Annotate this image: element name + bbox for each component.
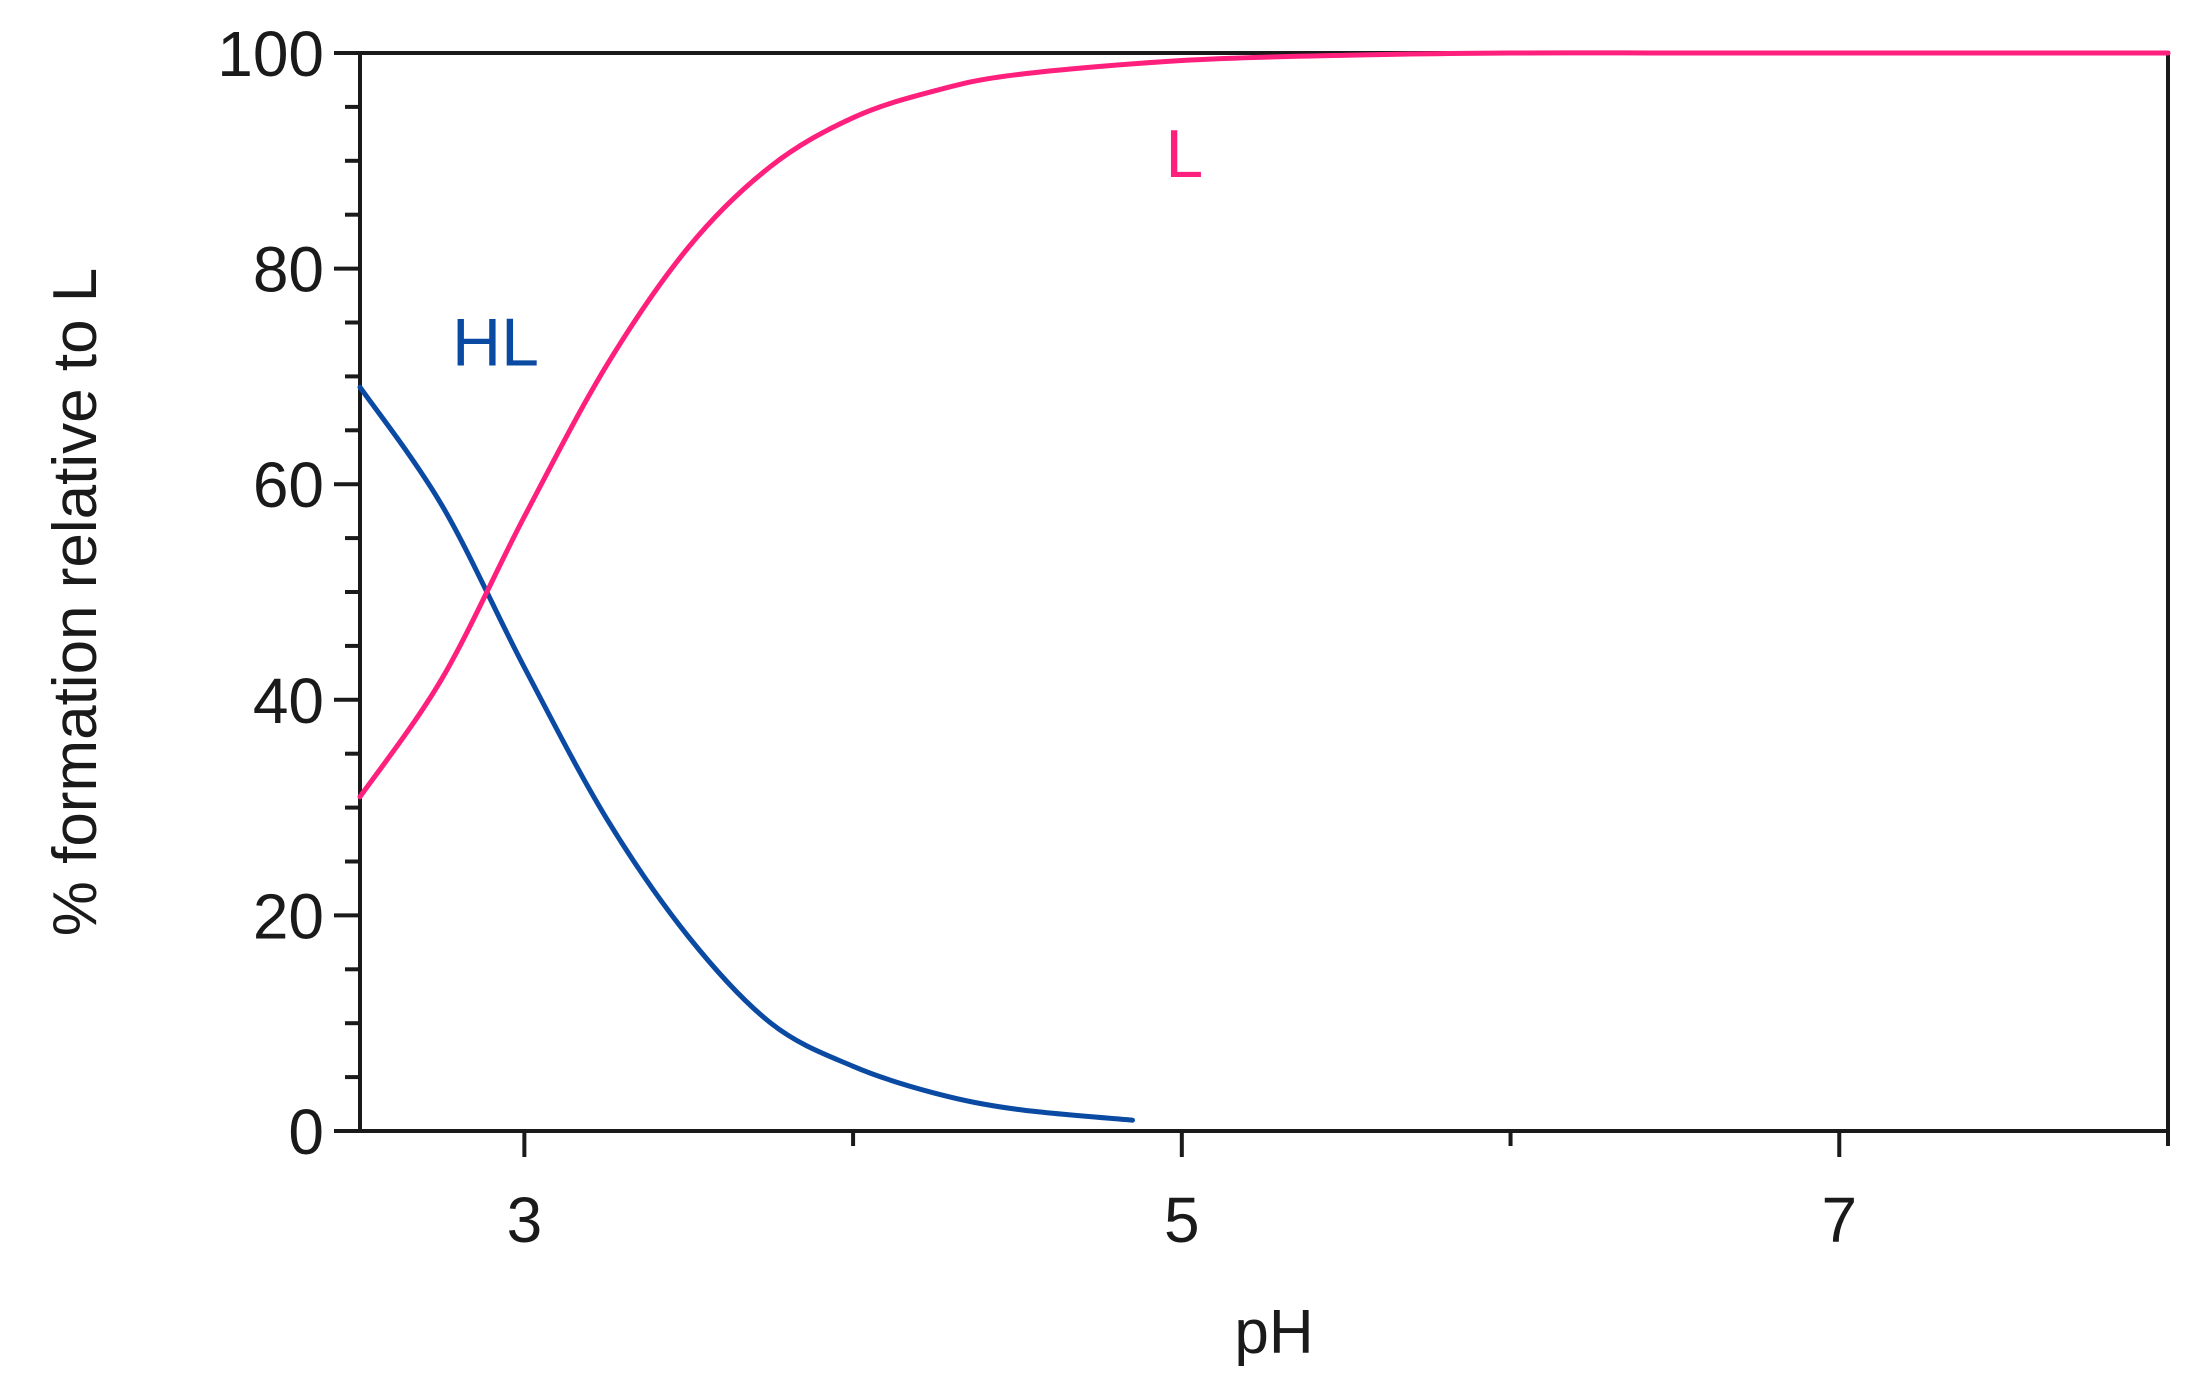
series-lines bbox=[357, 50, 2171, 1123]
series-line-l bbox=[357, 50, 2171, 800]
x-tick-label: 3 bbox=[507, 1184, 543, 1256]
series-annotations: HL L bbox=[452, 116, 1203, 381]
x-tick-label: 5 bbox=[1164, 1184, 1200, 1256]
x-axis-label: pH bbox=[1234, 1298, 1313, 1367]
plot-border bbox=[358, 51, 2170, 1133]
y-tick-label: 40 bbox=[253, 665, 324, 737]
y-tick-label: 100 bbox=[217, 18, 324, 90]
plot-frame bbox=[358, 51, 2170, 1133]
x-tick-label: 7 bbox=[1821, 1184, 1857, 1256]
y-tick-label: 60 bbox=[253, 449, 324, 521]
x-axis-ticks: 3 5 7 bbox=[507, 1131, 2170, 1256]
series-line-hl bbox=[357, 384, 1135, 1123]
y-tick-label: 80 bbox=[253, 234, 324, 306]
series-label-l: L bbox=[1165, 116, 1203, 192]
y-tick-label: 0 bbox=[288, 1096, 324, 1168]
y-axis-ticks: 0 20 40 60 80 100 bbox=[217, 18, 360, 1168]
y-tick-label: 20 bbox=[253, 880, 324, 952]
y-axis-label: % formation relative to L bbox=[41, 268, 110, 937]
series-label-hl: HL bbox=[452, 305, 539, 381]
